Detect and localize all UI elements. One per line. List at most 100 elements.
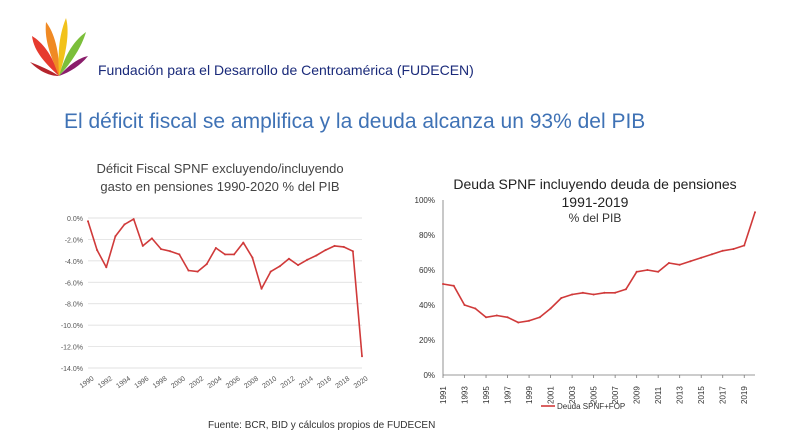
deficit-y-tick-label: -14.0% — [61, 366, 83, 373]
deficit-data-point — [278, 265, 281, 268]
debt-data-point — [624, 288, 627, 291]
debt-x-tick-label: 2013 — [676, 386, 685, 404]
deficit-data-point — [251, 256, 254, 259]
debt-y-tick-label: 60% — [419, 266, 435, 275]
deficit-data-point — [342, 245, 345, 248]
debt-data-point — [721, 249, 724, 252]
deficit-data-point — [214, 247, 217, 249]
debt-x-tick-label: 2005 — [590, 386, 599, 404]
deficit-data-point — [169, 250, 172, 253]
deficit-chart-title: Déficit Fiscal SPNF excluyendo/incluyend… — [70, 160, 370, 196]
deficit-data-point — [224, 253, 226, 256]
debt-x-tick-label: 1993 — [461, 386, 470, 404]
deficit-data-point — [196, 270, 199, 273]
deficit-data-point — [141, 244, 144, 247]
debt-data-point — [657, 270, 660, 273]
debt-data-point — [710, 253, 713, 256]
deficit-data-point — [297, 264, 300, 267]
debt-y-tick-label: 100% — [415, 196, 435, 205]
deficit-data-point — [160, 248, 163, 251]
debt-data-point — [754, 211, 756, 214]
deficit-data-point — [242, 241, 245, 244]
deficit-y-tick-label: -12.0% — [61, 345, 83, 352]
debt-x-tick-label: 1999 — [525, 386, 534, 404]
debt-y-tick-label: 20% — [419, 336, 435, 345]
deficit-y-tick-label: -4.0% — [65, 259, 83, 266]
debt-data-point — [474, 307, 477, 310]
debt-data-point — [700, 256, 703, 259]
debt-x-tick-label: 1995 — [482, 386, 491, 404]
deficit-data-point — [260, 287, 263, 290]
debt-chart-title: Deuda SPNF incluyendo deuda de pensiones… — [430, 175, 760, 211]
debt-data-point — [614, 291, 617, 294]
debt-x-tick-label: 2011 — [654, 386, 663, 404]
debt-chart-subtitle: % del PIB — [568, 211, 622, 225]
debt-data-point — [463, 304, 466, 306]
debt-data-point — [549, 307, 552, 310]
deficit-data-point — [306, 258, 309, 261]
deficit-data-point — [333, 244, 336, 247]
debt-x-tick-label: 2015 — [697, 386, 706, 404]
debt-chart-title-line-2: 1991-2019 — [561, 194, 629, 210]
debt-data-point — [603, 291, 606, 294]
debt-x-tick-label: 2003 — [568, 386, 577, 404]
deficit-data-point — [361, 355, 363, 358]
debt-data-point — [528, 319, 531, 322]
debt-data-point — [743, 244, 746, 247]
debt-series-line — [442, 212, 756, 324]
debt-x-tick-label: 1991 — [439, 386, 448, 404]
deficit-data-point — [114, 235, 117, 238]
debt-data-point — [581, 291, 584, 294]
deficit-data-point — [132, 218, 135, 221]
debt-data-point — [646, 269, 649, 271]
debt-x-tick-label: 2001 — [547, 386, 556, 404]
deficit-chart-title-line-2: gasto en pensiones 1990-2020 % del PIB — [100, 179, 340, 194]
debt-data-point — [667, 262, 670, 264]
deficit-data-point — [178, 253, 181, 256]
debt-data-point — [517, 321, 520, 324]
debt-x-tick-label: 2017 — [719, 386, 728, 404]
debt-data-point — [495, 314, 498, 317]
debt-data-point — [538, 316, 541, 319]
deficit-data-point — [351, 250, 354, 253]
deficit-data-point — [87, 220, 89, 223]
debt-data-point — [678, 263, 681, 266]
debt-data-point — [442, 283, 444, 285]
debt-x-tick-label: 1997 — [504, 386, 513, 404]
debt-x-tick-label: 2007 — [611, 386, 620, 404]
deficit-y-tick-label: -2.0% — [65, 237, 83, 244]
debt-legend-label: Deuda SPNF+FOP — [557, 402, 625, 411]
deficit-data-point — [269, 270, 272, 273]
debt-y-tick-label: 0% — [423, 371, 435, 380]
deficit-data-point — [150, 237, 153, 240]
organization-title: Fundación para el Desarrollo de Centroam… — [98, 62, 474, 78]
deficit-data-point — [187, 269, 190, 272]
deficit-data-point — [233, 253, 236, 256]
deficit-data-point — [123, 223, 126, 226]
debt-y-tick-label: 40% — [419, 301, 435, 310]
source-note: Fuente: BCR, BID y cálculos propios de F… — [208, 420, 436, 431]
deficit-data-point — [287, 257, 290, 260]
deficit-y-tick-label: -6.0% — [65, 280, 83, 287]
debt-chart-title-line-1: Deuda SPNF incluyendo deuda de pensiones — [453, 176, 737, 192]
slide-title: El déficit fiscal se amplifica y la deud… — [64, 110, 646, 133]
deficit-data-point — [105, 266, 108, 269]
debt-y-tick-label: 80% — [419, 231, 435, 240]
deficit-y-tick-label: -8.0% — [65, 302, 83, 309]
deficit-y-tick-label: -10.0% — [61, 323, 83, 330]
debt-data-point — [506, 316, 509, 319]
deficit-y-tick-label: 0.0% — [67, 216, 83, 223]
debt-data-point — [452, 284, 455, 287]
fudecen-leaf-logo-icon — [30, 18, 88, 76]
deficit-data-point — [96, 249, 99, 252]
debt-data-point — [689, 260, 692, 263]
debt-data-point — [485, 316, 488, 319]
deficit-chart-title-line-1: Déficit Fiscal SPNF excluyendo/incluyend… — [96, 161, 344, 176]
deficit-data-point — [205, 263, 208, 266]
deficit-data-point — [324, 249, 327, 252]
debt-data-point — [732, 248, 735, 250]
debt-data-point — [560, 297, 563, 299]
debt-data-point — [571, 293, 574, 296]
